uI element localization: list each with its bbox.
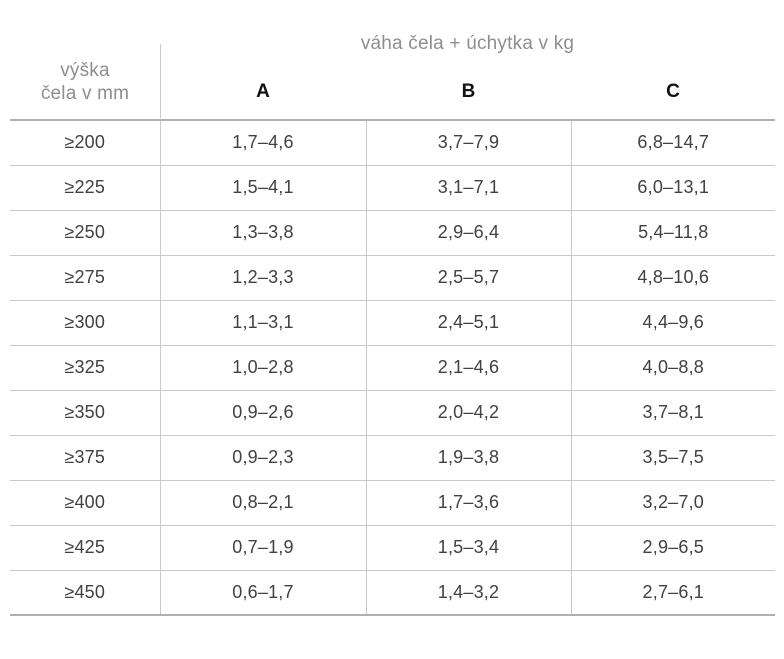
row-label: ≥450 (10, 569, 160, 615)
weight-cell-c: 2,7–6,1 (570, 569, 776, 615)
table-row: ≥275 1,2–3,3 2,5–5,7 4,8–10,6 (10, 254, 776, 300)
weight-cell-c: 4,4–9,6 (570, 299, 776, 345)
row-label: ≥400 (10, 479, 160, 525)
weight-cell-b: 2,4–5,1 (365, 299, 571, 345)
weight-cell-a: 1,5–4,1 (159, 164, 366, 210)
weight-cell-b: 2,0–4,2 (365, 389, 571, 435)
weight-cell-a: 1,7–4,6 (159, 120, 366, 165)
weight-cell-a: 0,9–2,3 (159, 434, 366, 480)
row-label: ≥350 (10, 389, 160, 435)
row-label: ≥425 (10, 524, 160, 570)
weight-cell-c: 3,5–7,5 (570, 434, 776, 480)
weight-cell-a: 0,6–1,7 (159, 569, 366, 615)
row-label: ≥325 (10, 344, 160, 390)
weight-cell-c: 2,9–6,5 (570, 524, 776, 570)
row-label: ≥250 (10, 209, 160, 255)
table-row: ≥250 1,3–3,8 2,9–6,4 5,4–11,8 (10, 209, 776, 255)
column-header-a: A (256, 81, 270, 102)
weight-table: výška čela v mm váha čela + úchytka v kg… (10, 30, 776, 616)
weight-cell-b: 1,9–3,8 (365, 434, 571, 480)
table-row: ≥325 1,0–2,8 2,1–4,6 4,0–8,8 (10, 344, 776, 390)
weight-cell-a: 1,0–2,8 (159, 344, 366, 390)
table-row: ≥200 1,7–4,6 3,7–7,9 6,8–14,7 (10, 120, 776, 165)
weight-table-wrap: výška čela v mm váha čela + úchytka v kg… (10, 30, 776, 616)
weight-cell-c: 3,2–7,0 (570, 479, 776, 525)
weight-cell-c: 6,0–13,1 (570, 164, 776, 210)
weight-cell-b: 2,1–4,6 (365, 344, 571, 390)
row-label: ≥225 (10, 164, 160, 210)
table-header: výška čela v mm váha čela + úchytka v kg… (10, 30, 776, 120)
weight-cell-b: 1,4–3,2 (365, 569, 571, 615)
table-row: ≥350 0,9–2,6 2,0–4,2 3,7–8,1 (10, 389, 776, 435)
group-header-row: výška čela v mm váha čela + úchytka v kg (10, 30, 775, 104)
weight-cell-a: 0,7–1,9 (159, 524, 366, 570)
weight-cell-c: 3,7–8,1 (570, 389, 776, 435)
column-letter-row: A B C (10, 58, 775, 120)
weight-cell-a: 1,3–3,8 (159, 209, 366, 255)
weight-cell-b: 3,1–7,1 (365, 164, 571, 210)
column-header-b: B (461, 81, 476, 102)
weight-cell-c: 4,0–8,8 (570, 344, 776, 390)
weight-cell-a: 1,1–3,1 (159, 299, 366, 345)
table-body: ≥200 1,7–4,6 3,7–7,9 6,8–14,7 ≥225 1,5–4,1 3,1… (10, 120, 776, 615)
weight-cell-c: 4,8–10,6 (570, 254, 776, 300)
weight-cell-c: 5,4–11,8 (570, 209, 776, 255)
row-label: ≥375 (10, 434, 160, 480)
weight-cell-b: 2,9–6,4 (365, 209, 571, 255)
row-label: ≥300 (10, 299, 160, 345)
weight-cell-a: 0,9–2,6 (159, 389, 366, 435)
table-row: ≥450 0,6–1,7 1,4–3,2 2,7–6,1 (10, 569, 776, 615)
weight-cell-c: 6,8–14,7 (570, 120, 776, 165)
table-row: ≥300 1,1–3,1 2,4–5,1 4,4–9,6 (10, 299, 776, 345)
weight-cell-a: 1,2–3,3 (159, 254, 366, 300)
weight-cell-b: 1,5–3,4 (365, 524, 571, 570)
corner-header: výška čela v mm (10, 30, 160, 120)
table-row: ≥425 0,7–1,9 1,5–3,4 2,9–6,5 (10, 524, 776, 570)
table-row: ≥375 0,9–2,3 1,9–3,8 3,5–7,5 (10, 434, 776, 480)
corner-header-line2: čela v mm (40, 83, 130, 104)
group-header: váha čela + úchytka v kg (360, 33, 575, 54)
corner-header-line1: výška (60, 60, 110, 81)
weight-cell-b: 2,5–5,7 (365, 254, 571, 300)
row-label: ≥200 (64, 132, 106, 153)
weight-cell-a: 0,8–2,1 (159, 479, 366, 525)
table-row: ≥400 0,8–2,1 1,7–3,6 3,2–7,0 (10, 479, 776, 525)
row-label: ≥275 (10, 254, 160, 300)
weight-cell-b: 1,7–3,6 (365, 479, 571, 525)
column-header-c: C (666, 81, 680, 102)
table-row: ≥225 1,5–4,1 3,1–7,1 6,0–13,1 (10, 164, 776, 210)
header-divider-line (160, 44, 161, 118)
weight-cell-b: 3,7–7,9 (365, 120, 571, 165)
